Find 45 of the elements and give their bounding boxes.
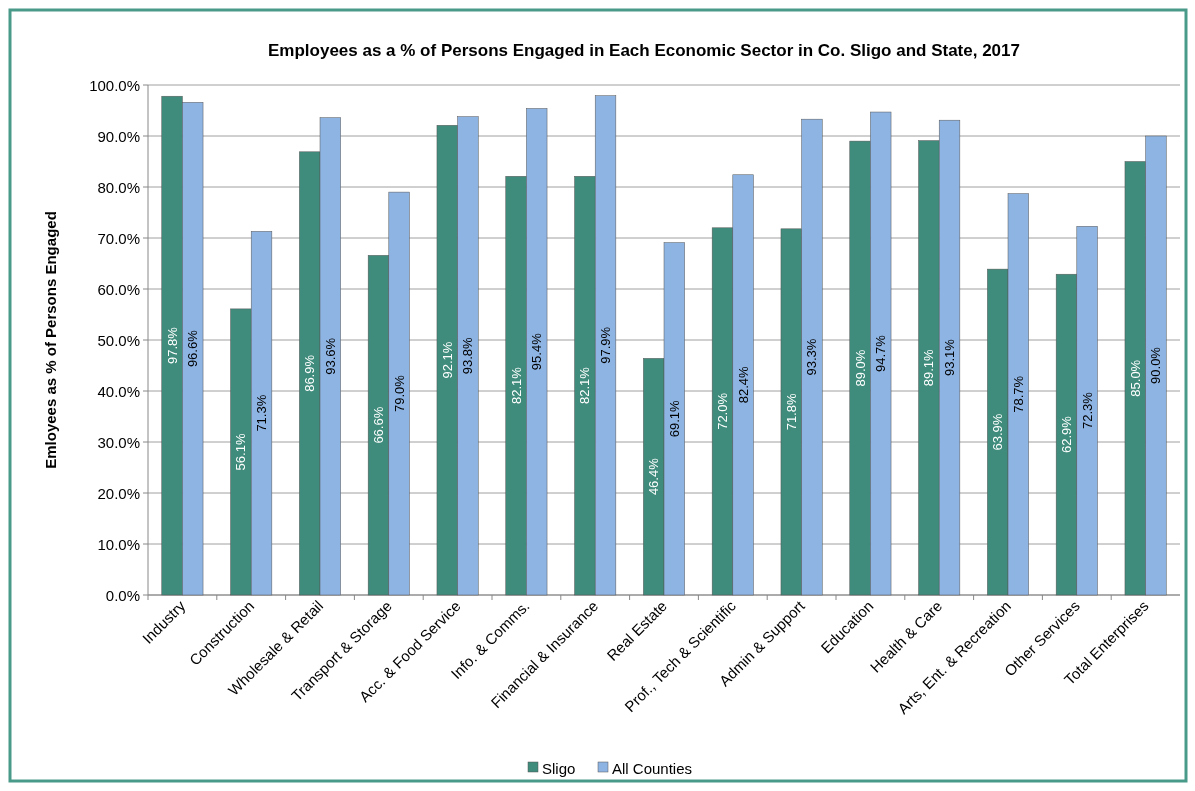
y-tick-label: 60.0%	[97, 280, 140, 298]
y-tick-label: 10.0%	[97, 535, 140, 553]
data-label: 96.6%	[185, 329, 201, 368]
data-label: 62.9%	[1058, 415, 1074, 454]
data-label: 69.1%	[666, 399, 682, 438]
legend-label: All Counties	[612, 759, 693, 777]
data-label: 72.3%	[1079, 391, 1095, 430]
data-label: 82.4%	[735, 366, 751, 404]
data-label: 97.9%	[598, 326, 614, 364]
y-axis-title: Emloyees as % of Persons Engaged	[42, 211, 59, 469]
data-label: 93.6%	[322, 337, 338, 375]
y-tick-label: 70.0%	[97, 229, 140, 247]
data-label: 95.4%	[529, 332, 545, 371]
data-label: 93.1%	[942, 338, 958, 377]
chart-title: Employees as a % of Persons Engaged in Each Economic Sector in Co. Sligo and State, 2017	[267, 41, 1021, 60]
data-label: 63.9%	[990, 413, 1006, 451]
data-label: 82.1%	[577, 366, 593, 405]
y-tick-label: 50.0%	[97, 331, 140, 349]
y-tick-label: 40.0%	[97, 382, 140, 400]
data-label: 89.1%	[921, 348, 937, 387]
data-label: 90.0%	[1148, 346, 1164, 384]
data-label: 78.7%	[1010, 375, 1026, 413]
data-label: 93.8%	[460, 336, 476, 375]
y-tick-label: 0.0%	[105, 586, 140, 604]
data-label: 94.7%	[873, 334, 889, 372]
data-label: 71.8%	[783, 393, 799, 431]
y-tick-label: 100.0%	[89, 76, 140, 94]
y-tick-label: 80.0%	[97, 178, 140, 196]
data-label: 56.1%	[233, 433, 249, 471]
y-tick-label: 30.0%	[97, 433, 140, 451]
y-tick-label: 20.0%	[97, 484, 140, 502]
y-tick-label: 90.0%	[97, 127, 140, 145]
data-label: 79.0%	[391, 374, 407, 412]
data-label: 82.1%	[508, 366, 524, 405]
legend-label: Sligo	[542, 759, 576, 777]
data-label: 71.3%	[254, 394, 270, 432]
data-label: 66.6%	[370, 406, 386, 444]
data-label: 86.9%	[302, 354, 318, 392]
data-label: 97.8%	[164, 326, 180, 365]
data-label: 85.0%	[1127, 359, 1143, 397]
data-label: 46.4%	[646, 457, 662, 496]
data-label: 93.3%	[804, 338, 820, 376]
data-label: 72.0%	[714, 392, 730, 430]
data-label: 89.0%	[852, 349, 868, 387]
data-label: 92.1%	[439, 341, 455, 379]
